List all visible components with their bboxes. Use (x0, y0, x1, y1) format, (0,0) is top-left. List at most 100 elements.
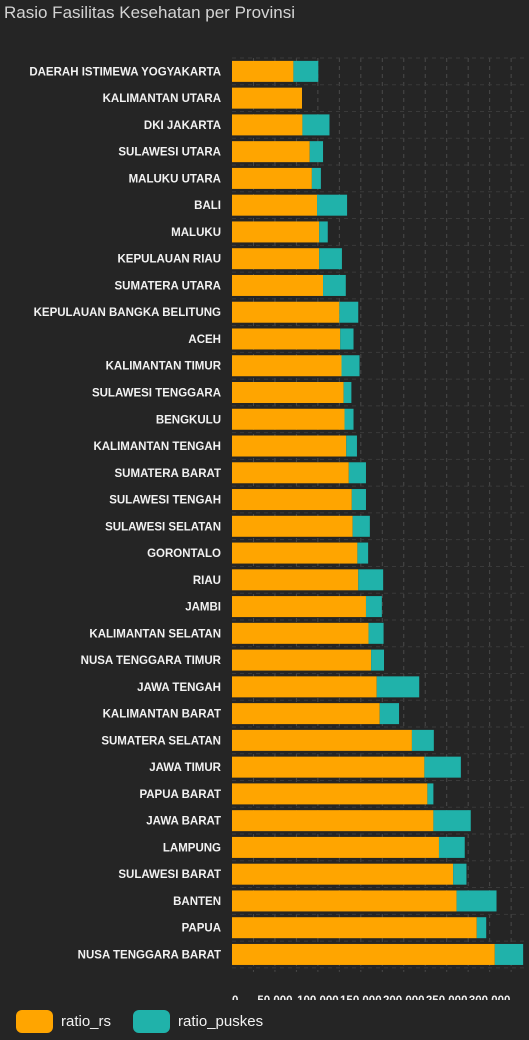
bar-ratio-puskes-sumatera-utara (323, 274, 346, 296)
bar-ratio-puskes-jawa-timur (424, 756, 461, 778)
bar-ratio-rs-nusa-tenggara-barat (232, 943, 495, 965)
bar-ratio-puskes-kalimantan-barat (379, 703, 400, 725)
category-label-papua: PAPUA (182, 923, 221, 935)
bar-ratio-rs-jambi (232, 596, 366, 618)
bar-ratio-rs-bali (232, 194, 318, 216)
bar-ratio-rs-banten (232, 890, 457, 912)
bar-ratio-puskes-sulawesi-tenggara (343, 382, 352, 403)
category-label-maluku-utara: MALUKU UTARA (129, 173, 221, 185)
category-label-aceh: ACEH (188, 334, 221, 346)
x-tick-label: 100,000 (297, 995, 339, 1000)
bar-ratio-puskes-sumatera-barat (348, 462, 366, 484)
category-label-sumatera-selatan: SUMATERA SELATAN (101, 735, 221, 747)
category-label-kalimantan-tengah: KALIMANTAN TENGAH (93, 441, 221, 453)
category-label-sulawesi-selatan: SULAWESI SELATAN (105, 521, 221, 533)
bar-ratio-puskes-kalimantan-timur (341, 355, 360, 377)
bar-ratio-puskes-jawa-barat (433, 810, 471, 832)
bar-ratio-puskes-jambi (365, 596, 382, 618)
category-label-lampung: LAMPUNG (163, 842, 221, 854)
bar-ratio-puskes-kalimantan-selatan (368, 622, 384, 644)
bar-ratio-puskes-gorontalo (357, 542, 369, 564)
x-tick-label: 300,000 (469, 995, 511, 1000)
legend-item-ratio-rs[interactable]: ratio_rs (16, 1010, 111, 1033)
bar-ratio-puskes-bengkulu (344, 408, 354, 430)
bar-ratio-puskes-dki-jakarta (302, 114, 330, 136)
category-label-kepulauan-riau: KEPULAUAN RIAU (118, 254, 222, 266)
legend-swatch-ratio-puskes (133, 1010, 171, 1033)
bar-ratio-puskes-nusa-tenggara-barat (494, 943, 524, 965)
category-label-gorontalo: GORONTALO (147, 548, 221, 560)
bar-ratio-rs-sulawesi-barat (232, 863, 454, 885)
bar-ratio-rs-kepulauan-riau (232, 248, 320, 270)
category-label-kalimantan-utara: KALIMANTAN UTARA (103, 93, 221, 105)
category-label-jawa-tengah: JAWA TENGAH (137, 682, 221, 694)
category-label-kalimantan-timur: KALIMANTAN TIMUR (106, 361, 222, 373)
bar-ratio-rs-sulawesi-utara (232, 141, 310, 163)
bar-ratio-rs-lampung (232, 836, 439, 858)
bar-ratio-rs-papua (232, 917, 477, 939)
bar-ratio-rs-bengkulu (232, 408, 345, 430)
bar-chart: DAERAH ISTIMEWA YOGYAKARTA KALIMANTAN UTA… (29, 57, 524, 1000)
category-label-sumatera-barat: SUMATERA BARAT (115, 468, 221, 480)
category-label-sulawesi-tenggara: SULAWESI TENGGARA (92, 388, 221, 400)
category-label-maluku: MALUKU (171, 227, 221, 239)
bar-ratio-rs-jawa-tengah (232, 676, 377, 698)
category-label-sulawesi-barat: SULAWESI BARAT (118, 869, 221, 881)
bar-ratio-puskes-kalimantan-tengah (346, 435, 357, 457)
bar-ratio-puskes-sulawesi-tengah (351, 489, 366, 511)
bar-ratio-rs-sumatera-utara (232, 274, 324, 296)
bar-ratio-rs-riau (232, 569, 359, 591)
bar-ratio-puskes-maluku (319, 221, 328, 243)
bar-ratio-puskes-aceh (340, 328, 354, 350)
bar-ratio-rs-aceh (232, 328, 341, 350)
chart-title: Rasio Fasilitas Kesehatan per Provinsi (4, 3, 296, 22)
bar-ratio-rs-sumatera-barat (232, 462, 349, 484)
bar-ratio-puskes-sulawesi-barat (453, 863, 467, 885)
category-label-riau: RIAU (193, 575, 221, 587)
bar-ratio-rs-maluku (232, 221, 320, 243)
x-tick-label: 200,000 (383, 995, 425, 1000)
bar-ratio-rs-dki-jakarta (232, 114, 303, 136)
bar-ratio-rs-sulawesi-selatan (232, 515, 353, 537)
bar-ratio-puskes-bali (317, 194, 348, 216)
bar-ratio-rs-sumatera-selatan (232, 729, 412, 751)
legend: ratio_rs ratio_puskes (16, 1010, 285, 1033)
category-label-jawa-barat: JAWA BARAT (146, 816, 221, 828)
bar-ratio-rs-nusa-tenggara-timur (232, 649, 372, 671)
category-label-daerah-istimewa-yogyakarta: DAERAH ISTIMEWA YOGYAKARTA (29, 66, 221, 78)
bar-ratio-rs-kepulauan-bangka-belitung (232, 301, 340, 323)
bar-ratio-rs-papua-barat (232, 783, 428, 805)
bar-ratio-rs-sulawesi-tengah (232, 489, 352, 511)
legend-label-ratio-rs: ratio_rs (61, 1013, 112, 1030)
category-label-jambi: JAMBI (185, 602, 221, 614)
bar-ratio-puskes-daerah-istimewa-yogyakarta (293, 60, 319, 82)
bar-ratio-rs-kalimantan-barat (232, 703, 380, 725)
bar-ratio-puskes-sulawesi-selatan (352, 515, 370, 537)
bar-ratio-puskes-maluku-utara (311, 167, 321, 189)
bar-ratio-rs-gorontalo (232, 542, 358, 564)
legend-label-ratio-puskes: ratio_puskes (178, 1013, 264, 1030)
category-label-bengkulu: BENGKULU (156, 414, 221, 426)
bar-ratio-puskes-riau (358, 569, 384, 591)
category-label-kepulauan-bangka-belitung: KEPULAUAN BANGKA BELITUNG (34, 307, 221, 319)
category-label-sulawesi-utara: SULAWESI UTARA (118, 147, 221, 159)
category-label-sumatera-utara: SUMATERA UTARA (115, 280, 221, 292)
bar-ratio-puskes-lampung (438, 836, 465, 858)
bar-ratio-rs-jawa-barat (232, 810, 434, 832)
category-label-kalimantan-selatan: KALIMANTAN SELATAN (89, 628, 221, 640)
x-tick-label: 0 (232, 995, 238, 1000)
category-label-nusa-tenggara-timur: NUSA TENGGARA TIMUR (81, 655, 222, 667)
category-label-nusa-tenggara-barat: NUSA TENGGARA BARAT (78, 949, 221, 961)
bar-ratio-puskes-papua (476, 917, 487, 939)
bar-ratio-puskes-kepulauan-bangka-belitung (339, 301, 359, 323)
x-tick-label: 50,000 (257, 995, 292, 1000)
bar-ratio-rs-daerah-istimewa-yogyakarta (232, 60, 294, 82)
category-label-dki-jakarta: DKI JAKARTA (144, 120, 221, 132)
bar-ratio-rs-kalimantan-tengah (232, 435, 347, 457)
bar-ratio-puskes-sulawesi-utara (309, 141, 324, 163)
category-label-jawa-timur: JAWA TIMUR (149, 762, 221, 774)
category-label-sulawesi-tengah: SULAWESI TENGAH (109, 495, 221, 507)
bar-ratio-rs-jawa-timur (232, 756, 425, 778)
legend-item-ratio-puskes[interactable]: ratio_puskes (133, 1010, 263, 1033)
bar-ratio-puskes-sumatera-selatan (411, 729, 434, 751)
